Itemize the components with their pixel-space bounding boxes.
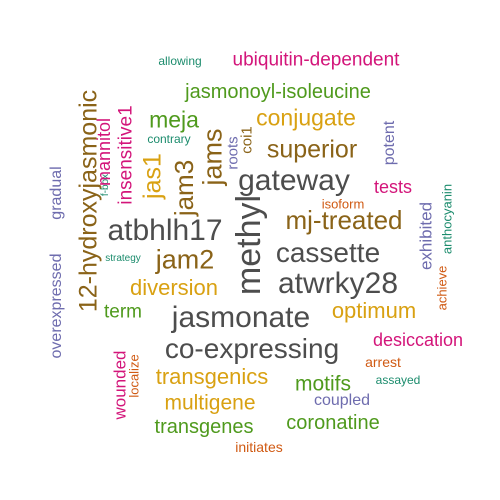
word: isoform <box>321 196 365 212</box>
word: coronatine <box>286 412 380 434</box>
word: assayed <box>375 373 421 387</box>
word: initiates <box>235 439 283 455</box>
word: achieve <box>434 265 450 311</box>
word: atbhlh17 <box>107 214 223 247</box>
word: transgenics <box>155 364 269 389</box>
word: diversion <box>129 275 219 300</box>
word: potent <box>381 120 398 166</box>
word: motifs <box>294 372 352 396</box>
word: jasmonate <box>171 301 311 334</box>
word: ubiquitin-dependent <box>232 49 400 71</box>
word: contrary <box>147 132 191 146</box>
word: mannitol <box>94 117 114 187</box>
word: insensitive1 <box>115 105 137 205</box>
word: meja <box>149 106 199 133</box>
word: desiccation <box>372 330 464 350</box>
word: cassette <box>275 237 381 268</box>
word: arrest <box>365 354 401 370</box>
word: gateway <box>238 164 350 197</box>
word: localize <box>126 354 142 398</box>
word: methyl <box>230 194 268 296</box>
word: conjugate <box>256 104 356 131</box>
word: exhibited <box>416 201 436 271</box>
word: tests <box>373 177 413 197</box>
word: gradual <box>48 166 65 220</box>
word: strategy <box>105 253 141 264</box>
word: superior <box>266 135 358 164</box>
word: mj-treated <box>285 205 403 235</box>
word: optimum <box>331 298 417 323</box>
word: term <box>104 301 142 323</box>
word: atwrky28 <box>277 267 399 300</box>
word: multigene <box>164 391 256 415</box>
word: co-expressing <box>164 333 340 364</box>
word: anthocyanin <box>439 183 455 255</box>
word: jasmonoyl-isoleucine <box>185 81 371 103</box>
word: coupled <box>313 392 371 409</box>
word: jam3 <box>169 159 199 217</box>
word: allowing <box>158 54 202 68</box>
word: jams <box>197 128 228 186</box>
word: jam2 <box>155 244 215 275</box>
word: transgenes <box>154 416 254 438</box>
word: jas1 <box>138 153 167 199</box>
word: overexpressed <box>48 253 65 359</box>
word: coi1 <box>238 126 256 154</box>
